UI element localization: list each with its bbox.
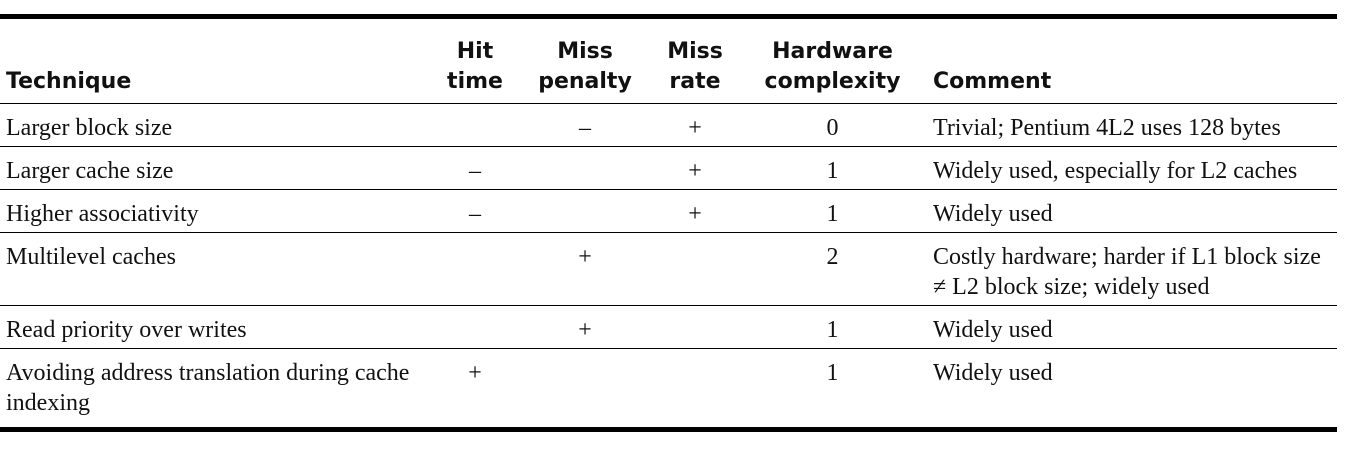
cell-complexity: 1 bbox=[740, 189, 925, 233]
cell-miss-rate: + bbox=[650, 146, 740, 190]
cell-technique: Larger block size bbox=[0, 103, 430, 147]
cache-optimization-table-container: Technique Hit time Miss penalty Miss rat… bbox=[0, 14, 1337, 432]
table-row: Larger cache size – + 1 Widely used, esp… bbox=[0, 146, 1337, 190]
table-bottom-rule bbox=[0, 427, 1337, 432]
table-row: Higher associativity – + 1 Widely used bbox=[0, 189, 1337, 233]
header-miss-penalty-line2: penalty bbox=[538, 69, 632, 94]
cell-comment: Trivial; Pentium 4L2 uses 128 bytes bbox=[925, 103, 1337, 147]
cell-miss-rate: + bbox=[650, 103, 740, 147]
cell-complexity: 1 bbox=[740, 305, 925, 349]
cell-hit-time bbox=[430, 232, 520, 306]
cell-miss-penalty bbox=[520, 189, 650, 233]
cell-complexity: 1 bbox=[740, 146, 925, 190]
header-hardware-complexity: Hardware complexity bbox=[740, 19, 925, 104]
table-row: Multilevel caches + 2 Costly hardware; h… bbox=[0, 232, 1337, 306]
cell-hit-time bbox=[430, 305, 520, 349]
cell-technique: Larger cache size bbox=[0, 146, 430, 190]
header-hardware-complexity-line2: complexity bbox=[764, 69, 901, 94]
header-miss-penalty-line1: Miss bbox=[557, 39, 613, 64]
cell-miss-penalty: – bbox=[520, 103, 650, 147]
cell-miss-rate bbox=[650, 232, 740, 306]
cell-complexity: 1 bbox=[826, 360, 839, 386]
header-row: Technique Hit time Miss penalty Miss rat… bbox=[0, 19, 1337, 104]
cell-miss-rate bbox=[650, 305, 740, 349]
header-miss-rate: Miss rate bbox=[650, 19, 740, 104]
header-hit-time: Hit time bbox=[430, 19, 520, 104]
cell-miss-penalty bbox=[520, 146, 650, 190]
cell-hit-time: – bbox=[430, 146, 520, 190]
cell-hit-time: + bbox=[468, 360, 482, 386]
cell-complexity: 0 bbox=[740, 103, 925, 147]
header-miss-rate-line1: Miss bbox=[667, 39, 723, 64]
cache-optimization-table: Technique Hit time Miss penalty Miss rat… bbox=[0, 19, 1337, 427]
header-hit-time-line1: Hit bbox=[456, 39, 494, 64]
cell-miss-penalty bbox=[520, 349, 650, 428]
cell-comment: Widely used bbox=[925, 305, 1337, 349]
cell-technique: Read priority over writes bbox=[0, 305, 430, 349]
header-miss-rate-line2: rate bbox=[669, 69, 721, 94]
table-row: Avoiding address translation during cach… bbox=[0, 349, 1337, 428]
cell-miss-penalty: + bbox=[520, 232, 650, 306]
cell-technique: Avoiding address translation during cach… bbox=[6, 360, 410, 416]
cell-hit-time: – bbox=[430, 189, 520, 233]
cell-comment: Widely used bbox=[933, 360, 1053, 386]
cell-hit-time bbox=[430, 103, 520, 147]
cell-technique: Higher associativity bbox=[0, 189, 430, 233]
cell-miss-rate bbox=[650, 349, 740, 428]
header-miss-penalty: Miss penalty bbox=[520, 19, 650, 104]
cell-comment: Widely used bbox=[925, 189, 1337, 233]
table-row: Larger block size – + 0 Trivial; Pentium… bbox=[0, 103, 1337, 147]
table-row: Read priority over writes + 1 Widely use… bbox=[0, 305, 1337, 349]
header-hardware-complexity-line1: Hardware bbox=[772, 39, 893, 64]
cell-technique: Multilevel caches bbox=[0, 232, 430, 306]
table-top-rule bbox=[0, 14, 1337, 19]
header-technique: Technique bbox=[0, 19, 430, 104]
cell-comment: Costly hardware; harder if L1 block size… bbox=[925, 232, 1337, 306]
header-hit-time-line2: time bbox=[447, 69, 503, 94]
header-comment: Comment bbox=[925, 19, 1337, 104]
cell-miss-penalty: + bbox=[520, 305, 650, 349]
cell-complexity: 2 bbox=[740, 232, 925, 306]
cell-comment: Widely used, especially for L2 caches bbox=[925, 146, 1337, 190]
cell-miss-rate: + bbox=[650, 189, 740, 233]
